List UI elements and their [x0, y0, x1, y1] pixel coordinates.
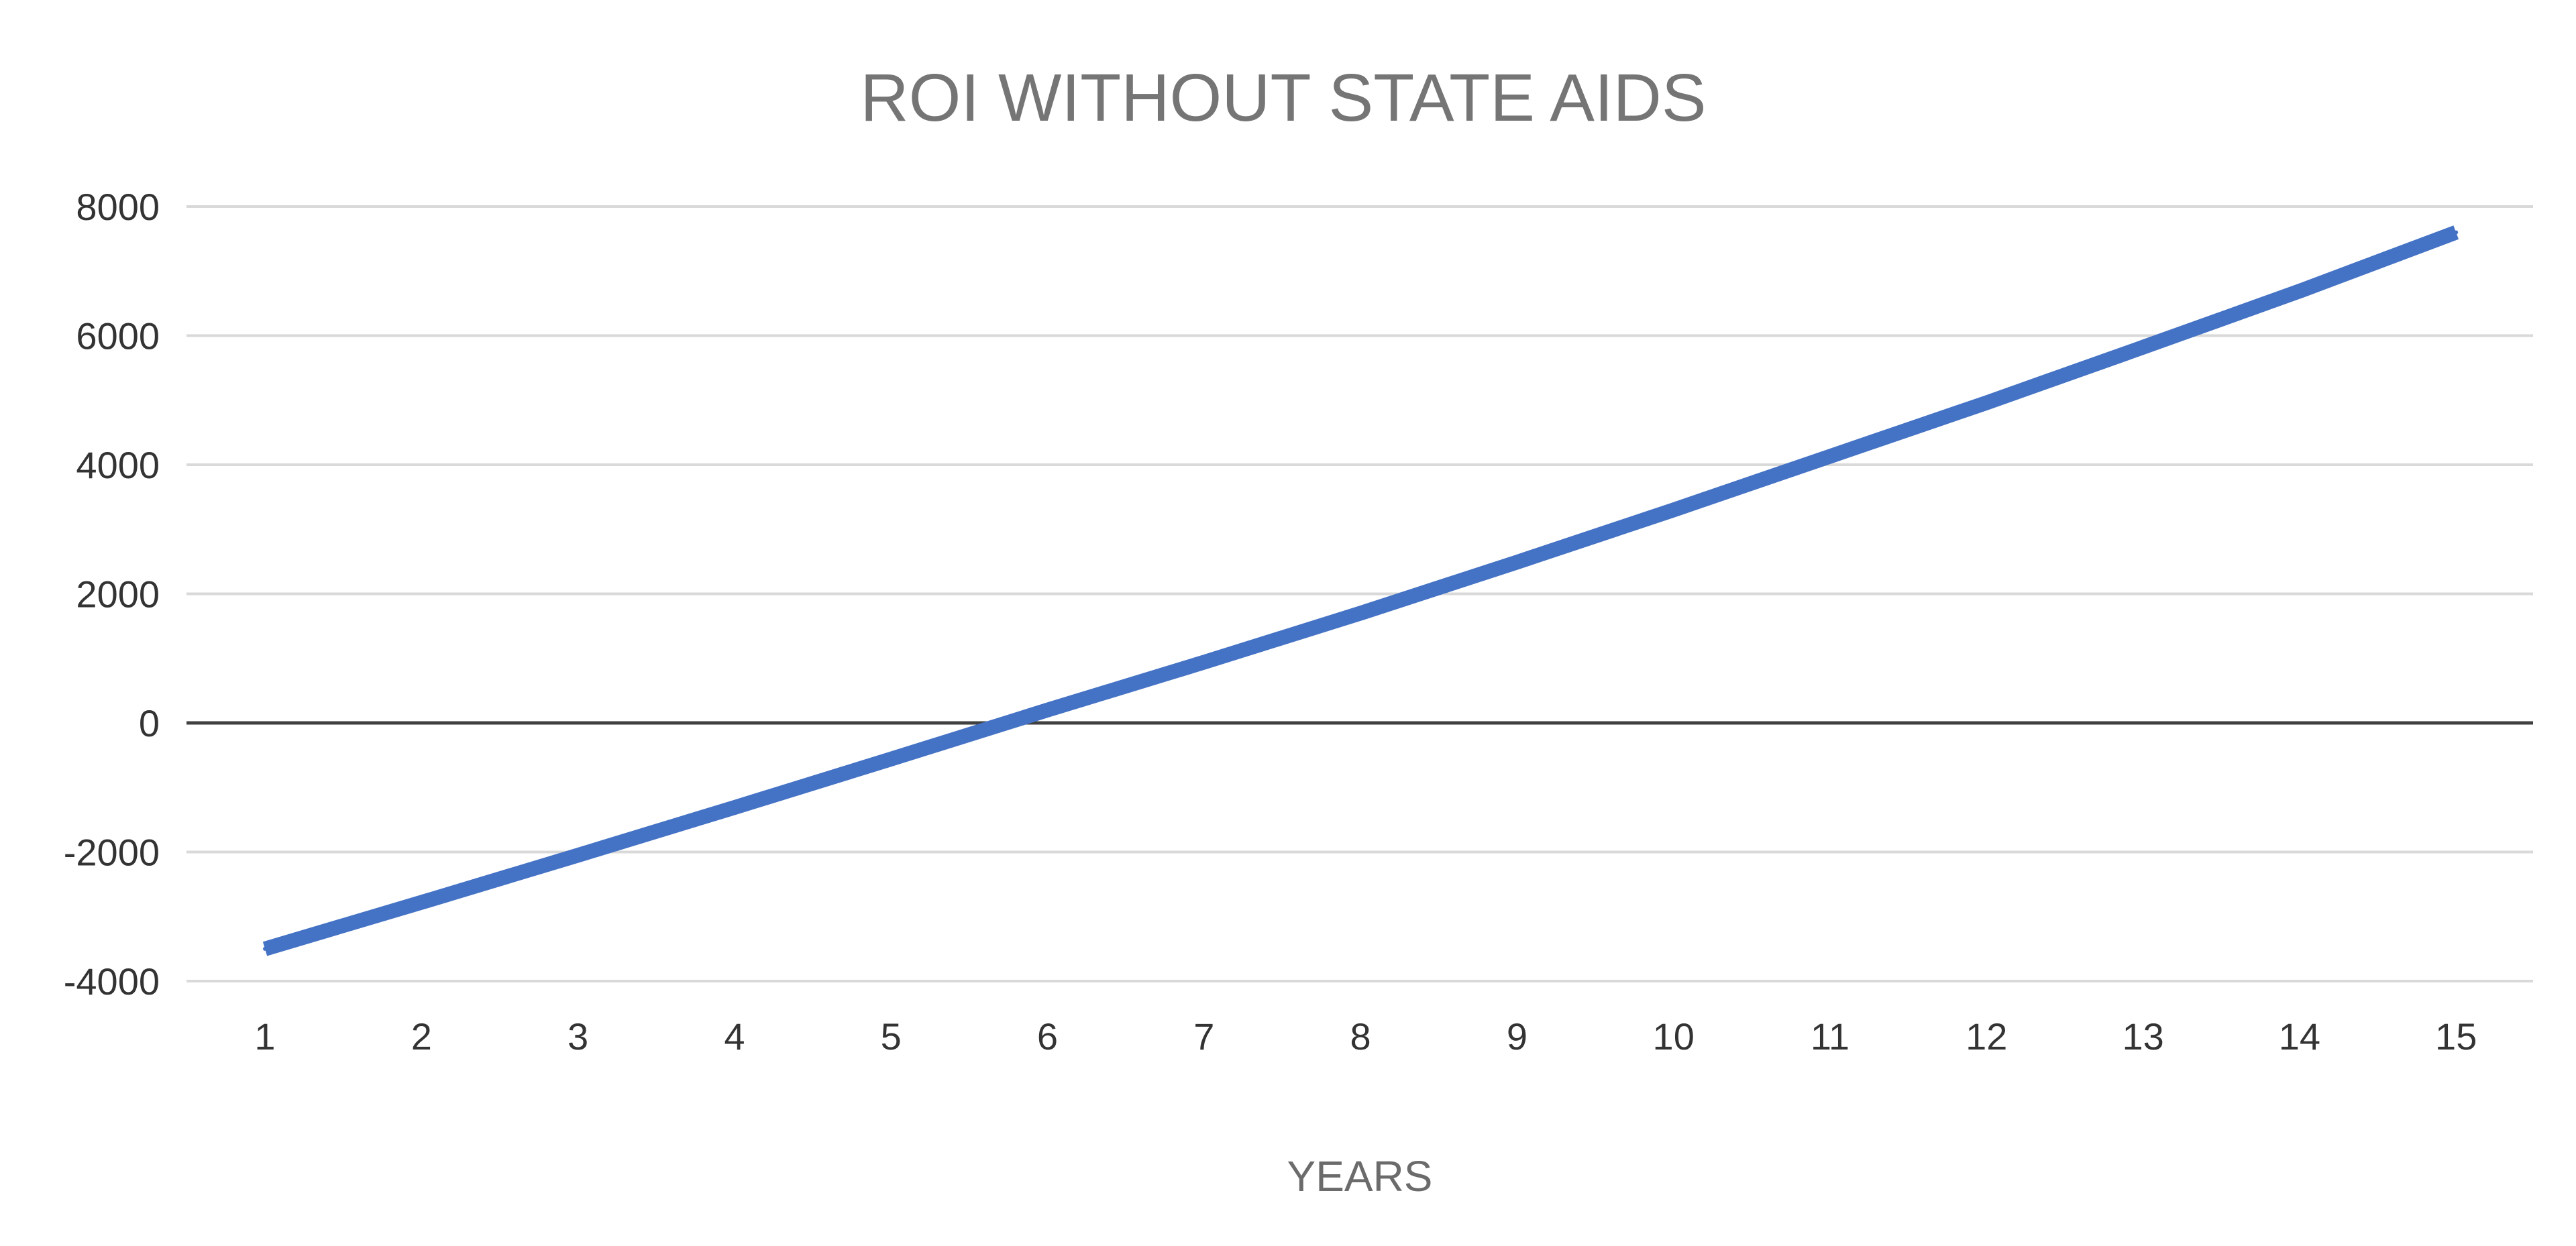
- x-axis-tick-labels: 1 2 3 4 5 6 7 8 9 10 11 12 13 14 15: [254, 1015, 2477, 1058]
- x-tick-label: 3: [568, 1015, 588, 1058]
- data-point: [2454, 230, 2459, 235]
- data-point: [732, 805, 737, 810]
- x-tick-label: 5: [881, 1015, 902, 1058]
- data-point: [1984, 400, 1989, 405]
- data-point: [889, 756, 894, 761]
- x-tick-label: 2: [411, 1015, 432, 1058]
- x-tick-label: 15: [2435, 1015, 2477, 1058]
- data-point: [2141, 345, 2145, 349]
- data-point: [419, 900, 424, 905]
- data-point: [1515, 560, 1519, 565]
- y-axis-tick-labels: -4000 -2000 0 2000 4000 6000 8000: [64, 186, 160, 1003]
- x-tick-label: 14: [2279, 1015, 2320, 1058]
- series-line: [262, 225, 2459, 956]
- x-tick-label: 12: [1966, 1015, 2007, 1058]
- x-tick-label: 11: [1811, 1015, 1849, 1058]
- data-point: [1201, 660, 1206, 665]
- y-tick-label: 8000: [76, 186, 160, 228]
- x-tick-label: 7: [1193, 1015, 1214, 1058]
- x-tick-label: 1: [254, 1015, 275, 1058]
- data-point: [576, 853, 580, 858]
- x-tick-label: 9: [1507, 1015, 1527, 1058]
- data-point: [1045, 707, 1050, 712]
- x-tick-label: 10: [1653, 1015, 1695, 1058]
- x-tick-label: 13: [2122, 1015, 2163, 1058]
- data-point: [1358, 611, 1363, 616]
- y-tick-label: -4000: [64, 960, 160, 1003]
- data-point: [1828, 454, 1832, 459]
- y-tick-label: 2000: [76, 573, 160, 616]
- x-tick-label: 4: [724, 1015, 745, 1058]
- y-tick-label: 4000: [76, 444, 160, 486]
- y-tick-label: -2000: [64, 832, 160, 874]
- y-tick-label: 6000: [76, 315, 160, 357]
- x-tick-label: 8: [1350, 1015, 1371, 1058]
- data-point: [263, 946, 267, 951]
- series-layer: [262, 225, 2459, 956]
- x-axis-title: YEARS: [1287, 1152, 1433, 1200]
- data-point: [2297, 289, 2302, 294]
- x-tick-label: 6: [1037, 1015, 1058, 1058]
- data-point: [1671, 508, 1676, 512]
- y-tick-label: 0: [139, 702, 160, 744]
- chart-title: ROI WITHOUT STATE AIDS: [860, 60, 1706, 135]
